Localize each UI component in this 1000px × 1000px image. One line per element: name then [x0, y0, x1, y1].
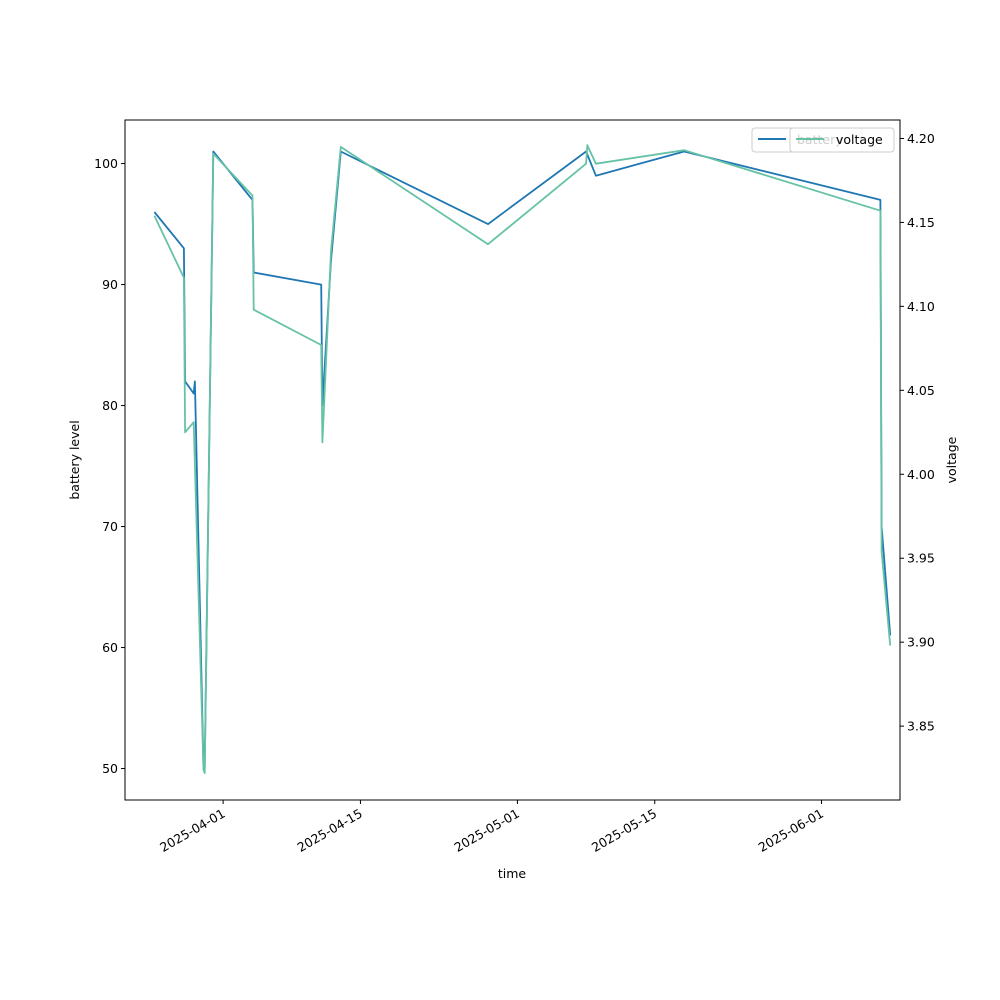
y-right-tick-label: 4.15: [907, 215, 935, 230]
y-left-tick-label: 90: [102, 277, 118, 292]
y-right-tick-label: 4.10: [907, 299, 935, 314]
y-left-tick-label: 80: [102, 398, 118, 413]
series-line-battery: [153, 150, 892, 770]
y-right-tick-label: 3.90: [907, 635, 935, 650]
y-right-tick-label: 3.85: [907, 719, 935, 734]
series-layer: [153, 144, 892, 774]
series-line-voltage: [153, 144, 892, 774]
y-right-tick-label: 4.00: [907, 467, 935, 482]
y-left-tick-label: 50: [102, 761, 118, 776]
y-right-tick-label: 3.95: [907, 551, 935, 566]
y-left-tick-label: 60: [102, 640, 118, 655]
legend-right-box: [789, 127, 895, 153]
legend-right-label: voltage: [836, 132, 883, 147]
y-left-tick-label: 70: [102, 519, 118, 534]
y-right-axis-label: voltage: [944, 436, 959, 483]
y-right-tick-label: 4.20: [907, 131, 935, 146]
y-right-tick-label: 4.05: [907, 383, 935, 398]
plot-frame: [124, 119, 901, 801]
x-axis-label: time: [498, 866, 527, 881]
y-left-axis-label: battery level: [67, 420, 82, 499]
y-left-tick-label: 100: [94, 156, 118, 171]
legend-right: voltage: [789, 127, 895, 153]
